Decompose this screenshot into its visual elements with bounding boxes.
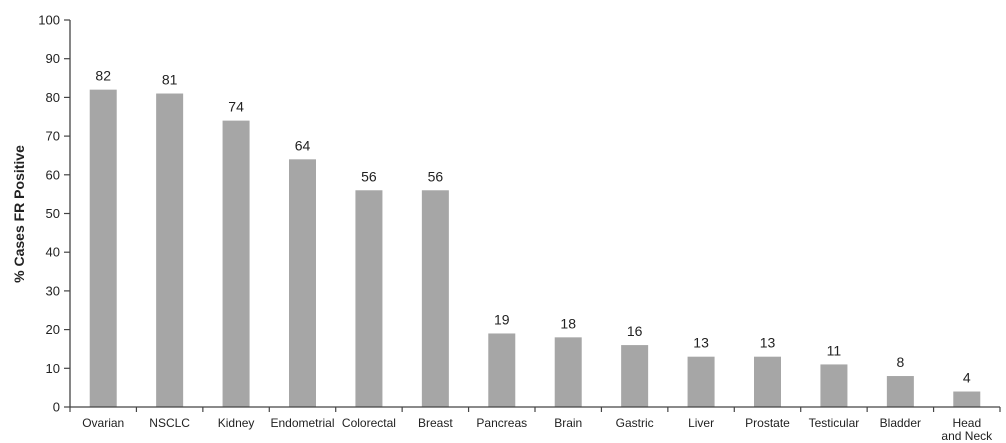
data-label: 18	[560, 315, 576, 331]
category-label: Liver	[688, 416, 714, 430]
y-tick-label: 50	[46, 206, 60, 221]
category-label: Brain	[554, 416, 582, 430]
y-tick-label: 30	[46, 283, 60, 298]
category-label-line: and Neck	[941, 429, 993, 443]
bar-endometrial	[289, 159, 316, 407]
data-label: 4	[963, 370, 971, 386]
category-label: Kidney	[218, 416, 255, 430]
y-tick-label: 80	[46, 90, 60, 105]
data-label: 11	[827, 342, 842, 358]
y-tick-label: 20	[46, 322, 60, 337]
data-label: 13	[760, 335, 776, 351]
y-axis-title: % Cases FR Positive	[11, 145, 27, 283]
y-tick-label: 10	[46, 361, 60, 376]
x-axis: Ovarian NSCLC Kidney Endometrial Colorectal B…	[69, 407, 1001, 443]
data-label: 82	[95, 68, 111, 84]
data-label: 13	[693, 335, 709, 351]
y-tick-label: 0	[53, 400, 60, 415]
data-label: 74	[228, 99, 244, 115]
category-label: Gastric	[616, 416, 654, 430]
category-label: Colorectal	[342, 416, 396, 430]
data-label: 56	[428, 168, 444, 184]
y-tick-label: 100	[38, 13, 60, 28]
y-axis: 0 10 20 30 40 50 60 70 80 90 100	[38, 13, 70, 415]
y-tick-label: 90	[46, 51, 60, 66]
bar-head-and-neck	[953, 391, 981, 407]
bar-nsclc	[156, 93, 184, 407]
bar-liver	[687, 356, 715, 407]
y-tick-label: 40	[46, 245, 60, 260]
bar-ovarian	[89, 89, 117, 407]
data-label: 8	[896, 354, 904, 370]
bar-brain	[554, 337, 582, 407]
category-label: Prostate	[745, 416, 790, 430]
data-label: 81	[162, 72, 178, 88]
category-label: Pancreas	[476, 416, 527, 430]
data-label: 16	[627, 323, 643, 339]
category-label: NSCLC	[149, 416, 190, 430]
data-label: 19	[494, 311, 510, 327]
bars-group: 82 81 74 64 56 56 19 18 16 13 13 11 8 4	[89, 68, 981, 408]
bar-testicular	[820, 364, 848, 407]
category-label: Head and Neck	[941, 416, 993, 443]
bar-gastric	[621, 345, 649, 407]
bar-kidney	[222, 120, 250, 408]
y-tick-label: 60	[46, 167, 60, 182]
y-tick-label: 70	[46, 129, 60, 144]
category-label: Bladder	[880, 416, 921, 430]
data-label: 64	[295, 137, 311, 153]
category-label-line: Head	[952, 416, 981, 430]
category-label: Testicular	[809, 416, 860, 430]
category-label: Ovarian	[82, 416, 124, 430]
data-label: 56	[361, 168, 377, 184]
bar-prostate	[754, 356, 781, 407]
bar-breast	[421, 190, 449, 407]
category-label: Breast	[418, 416, 453, 430]
bar-bladder	[886, 376, 914, 407]
bar-colorectal	[355, 190, 383, 407]
bar-pancreas	[488, 333, 516, 407]
category-label: Endometrial	[270, 416, 334, 430]
